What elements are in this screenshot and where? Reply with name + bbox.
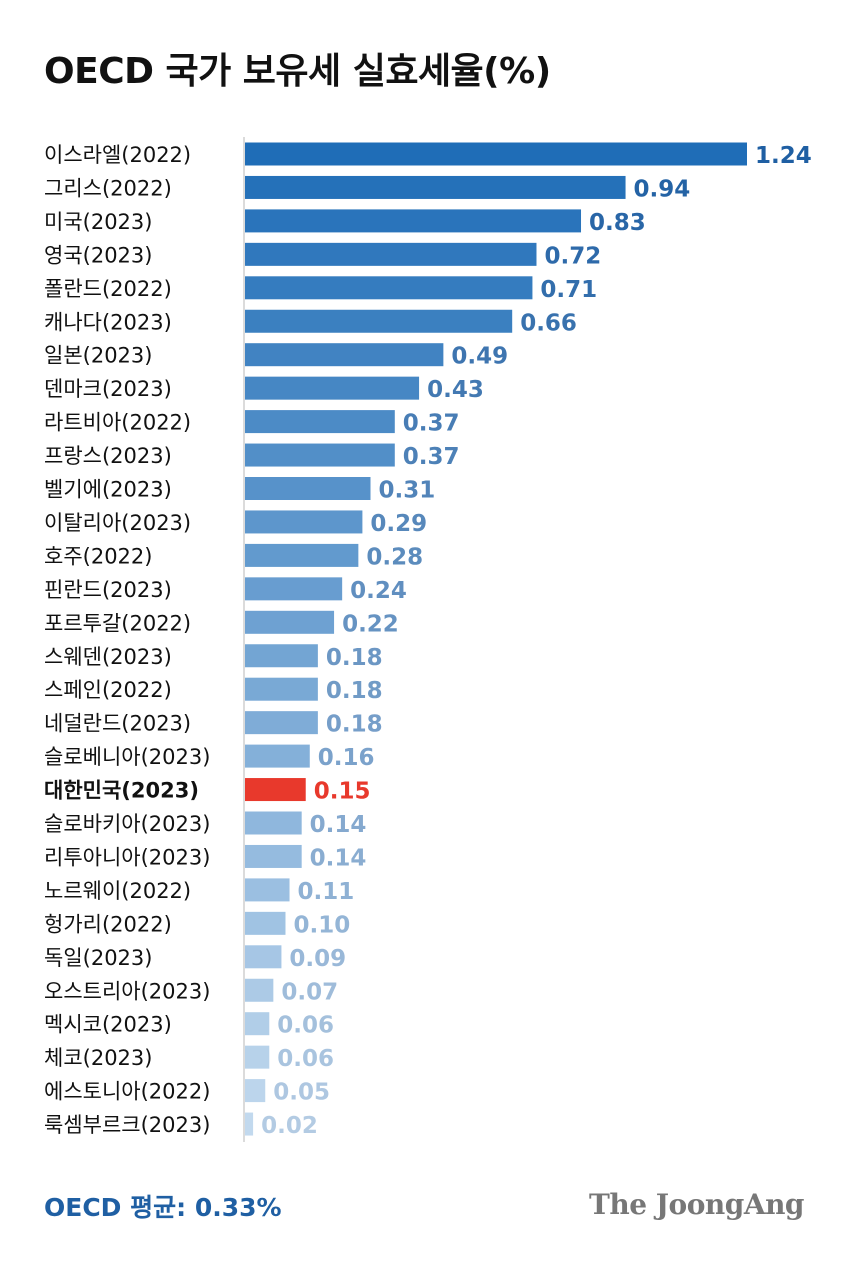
bar [245, 778, 306, 802]
value-label: 0.18 [326, 645, 383, 671]
value-label: 0.66 [520, 310, 577, 336]
category-label: 오스트리아(2023) [44, 979, 210, 1003]
bar [245, 309, 513, 333]
bar [245, 443, 395, 467]
bar [245, 811, 302, 835]
category-label: 캐나다(2023) [44, 310, 172, 334]
value-label: 0.07 [281, 979, 338, 1005]
bar [245, 209, 582, 233]
bar [245, 343, 444, 367]
bar [245, 878, 290, 902]
value-label: 0.24 [350, 578, 407, 604]
value-label: 0.94 [634, 176, 691, 202]
category-label: 독일(2023) [44, 946, 152, 970]
bar [245, 1079, 266, 1103]
bar [245, 577, 343, 601]
category-label: 대한민국(2023) [44, 779, 199, 803]
bar [245, 376, 420, 400]
category-label: 멕시코(2023) [44, 1013, 172, 1037]
category-label: 리투아니아(2023) [44, 845, 210, 869]
category-label: 헝가리(2022) [44, 912, 172, 936]
value-label: 0.18 [326, 712, 383, 738]
value-label: 0.02 [261, 1113, 318, 1139]
category-label: 호주(2022) [44, 544, 152, 568]
value-label: 0.37 [403, 411, 460, 437]
category-label: 룩셈부르크(2023) [44, 1113, 210, 1137]
value-label: 0.71 [540, 277, 597, 303]
bar [245, 978, 274, 1002]
bar [245, 711, 318, 735]
value-label: 0.37 [403, 444, 460, 470]
bar-chart: 이스라엘(2022) 1.24 그리스(2022) 0.94 미국(2023) 0.83 영… [44, 137, 812, 1143]
category-label: 스페인(2022) [44, 678, 172, 702]
value-label: 0.49 [451, 344, 508, 370]
value-label: 0.10 [293, 912, 350, 938]
bar [245, 142, 747, 166]
category-label: 그리스(2022) [44, 176, 172, 200]
value-label: 0.31 [379, 478, 436, 504]
category-label: 미국(2023) [44, 210, 152, 234]
value-label: 0.72 [544, 243, 601, 269]
category-label: 일본(2023) [44, 344, 152, 368]
value-label: 0.29 [370, 511, 427, 537]
bar [245, 610, 335, 634]
category-label: 노르웨이(2022) [44, 879, 191, 903]
category-label: 슬로바키아(2023) [44, 812, 210, 836]
bar [245, 276, 533, 300]
bar [245, 543, 359, 567]
bar [245, 510, 363, 534]
category-label: 네덜란드(2023) [44, 712, 191, 736]
value-label: 0.28 [366, 544, 423, 570]
bar [245, 911, 286, 935]
value-label: 0.14 [310, 845, 367, 871]
category-label: 폴란드(2022) [44, 277, 172, 301]
value-label: 1.24 [755, 143, 812, 169]
value-label: 0.83 [589, 210, 646, 236]
value-label: 0.05 [273, 1080, 330, 1106]
bar [245, 1112, 254, 1136]
bar [245, 844, 302, 868]
bar [245, 410, 395, 434]
category-label: 슬로베니아(2023) [44, 745, 210, 769]
category-label: 이탈리아(2023) [44, 511, 191, 535]
value-label: 0.06 [277, 1046, 334, 1072]
bar [245, 677, 318, 701]
category-label: 프랑스(2023) [44, 444, 172, 468]
value-label: 0.06 [277, 1013, 334, 1039]
bar [245, 945, 282, 969]
value-label: 0.22 [342, 611, 399, 637]
bar [245, 175, 626, 199]
category-label: 체코(2023) [44, 1046, 152, 1070]
value-label: 0.18 [326, 678, 383, 704]
value-label: 0.16 [318, 745, 375, 771]
bar [245, 644, 318, 668]
category-label: 영국(2023) [44, 243, 152, 267]
oecd-average-note: OECD 평균: 0.33% [44, 1193, 282, 1222]
bar [245, 477, 371, 500]
bar [245, 1045, 270, 1069]
bar [245, 242, 537, 266]
value-label: 0.43 [427, 377, 484, 403]
value-label: 0.14 [310, 812, 367, 838]
category-label: 덴마크(2023) [44, 377, 172, 401]
chart-title: OECD 국가 보유세 실효세율(%) [44, 51, 551, 92]
category-label: 이스라엘(2022) [44, 143, 191, 167]
value-label: 0.09 [289, 946, 346, 972]
category-label: 벨기에(2023) [44, 478, 172, 502]
category-label: 에스토니아(2022) [44, 1080, 210, 1104]
value-label: 0.11 [298, 879, 355, 905]
brand-logo: The JoongAng [589, 1188, 804, 1221]
bar [245, 1012, 270, 1036]
value-label: 0.15 [314, 779, 371, 805]
category-label: 포르투갈(2022) [44, 611, 191, 635]
bar [245, 744, 310, 768]
category-label: 핀란드(2023) [44, 578, 172, 602]
category-label: 스웨덴(2023) [44, 645, 172, 669]
category-label: 라트비아(2022) [44, 411, 191, 435]
